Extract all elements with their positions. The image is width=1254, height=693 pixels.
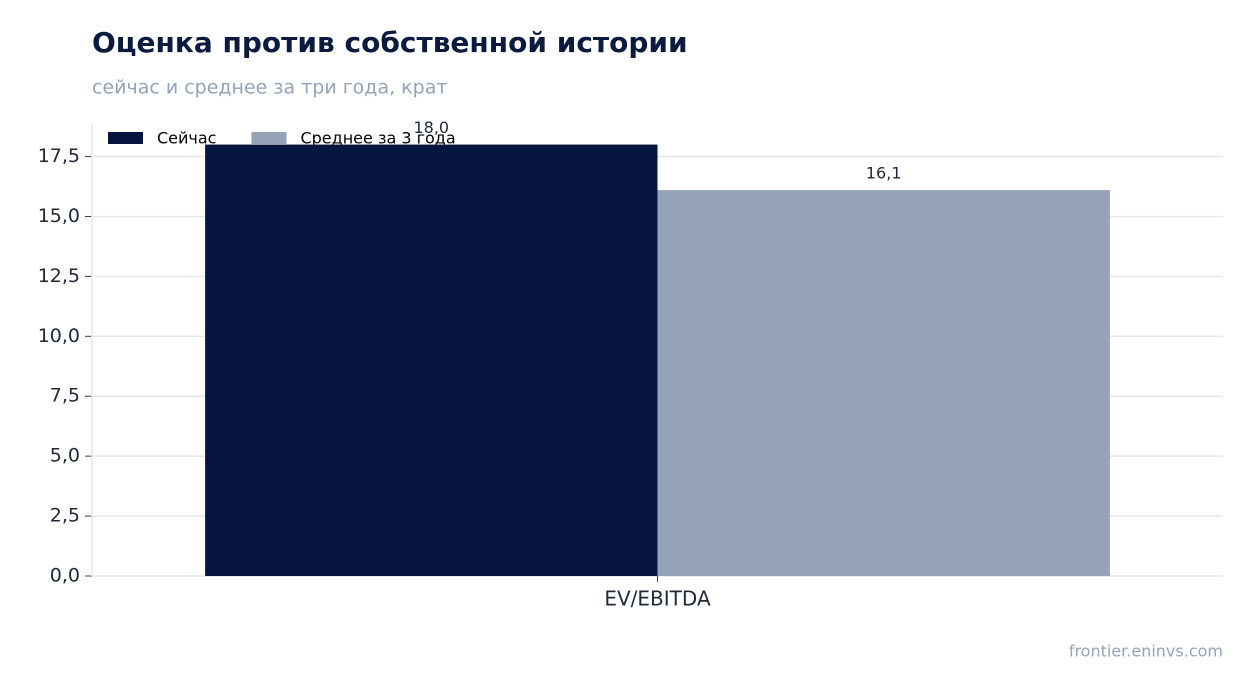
y-tick-label: 7,5	[50, 385, 80, 407]
y-tick-label: 15,0	[38, 205, 80, 227]
y-tick-label: 2,5	[50, 505, 80, 527]
y-tick-label: 17,5	[38, 145, 80, 167]
y-tick-label: 0,0	[50, 565, 80, 587]
legend-swatch	[108, 132, 143, 144]
y-tick-label: 12,5	[38, 265, 80, 287]
value-label: 18,0	[413, 118, 449, 137]
y-tick-label: 5,0	[50, 445, 80, 467]
y-tick-label: 10,0	[38, 325, 80, 347]
legend-label: Среднее за 3 года	[300, 129, 455, 148]
bar	[205, 144, 658, 577]
legend-swatch	[251, 132, 287, 144]
value-label: 16,1	[866, 164, 902, 183]
source: frontier.eninvs.com	[1069, 642, 1223, 661]
legend-label: Сейчас	[157, 129, 216, 148]
bar	[657, 190, 1110, 576]
x-tick-label: EV/EBITDA	[604, 587, 711, 611]
chart-subtitle: сейчас и среднее за три года, крат	[92, 77, 447, 99]
chart-title: Оценка против собственной истории	[92, 26, 688, 59]
